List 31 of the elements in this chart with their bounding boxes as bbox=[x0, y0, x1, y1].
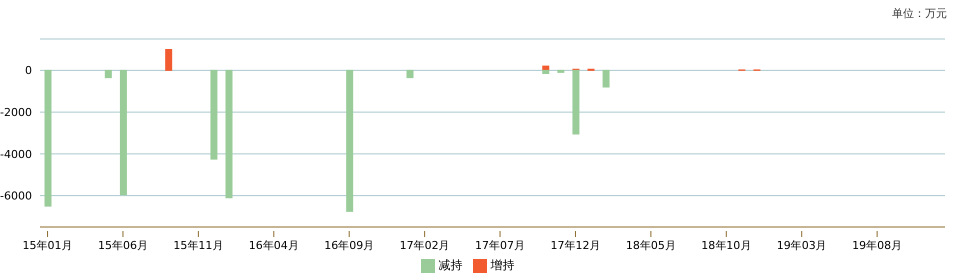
bar bbox=[165, 48, 172, 71]
x-tick-label: 17年02月 bbox=[400, 239, 450, 252]
bar bbox=[542, 70, 550, 74]
x-tick-label: 17年07月 bbox=[475, 239, 526, 252]
x-tick-label: 19年08月 bbox=[852, 239, 902, 252]
bar bbox=[44, 70, 52, 207]
bar bbox=[572, 70, 580, 135]
bar bbox=[557, 70, 564, 73]
x-tick-label: 15年11月 bbox=[173, 239, 224, 252]
x-tick-label: 15年06月 bbox=[98, 239, 148, 252]
y-tick-label: -2000 bbox=[0, 106, 32, 120]
bar bbox=[602, 70, 610, 88]
bar bbox=[210, 70, 218, 160]
legend-label: 减持 bbox=[438, 258, 462, 272]
unit-note: 单位：万元 bbox=[892, 6, 947, 21]
legend-label: 增持 bbox=[490, 258, 514, 272]
x-tick-label: 19年03月 bbox=[776, 239, 827, 252]
x-tick-label: 18年10月 bbox=[701, 239, 752, 252]
bar bbox=[346, 70, 354, 212]
bar bbox=[226, 70, 232, 198]
bar bbox=[104, 70, 112, 78]
bar bbox=[406, 70, 414, 78]
x-tick-label: 15年01月 bbox=[22, 239, 73, 252]
x-tick-label: 16年09月 bbox=[324, 239, 374, 252]
x-tick-label: 16年04月 bbox=[248, 239, 299, 252]
x-tick-label: 18年05月 bbox=[626, 239, 676, 252]
x-tick-label: 17年12月 bbox=[550, 239, 600, 252]
bar bbox=[120, 70, 127, 196]
y-tick-label: -6000 bbox=[0, 190, 32, 203]
y-tick-label: -4000 bbox=[0, 148, 32, 161]
y-tick-label: 0 bbox=[25, 64, 32, 78]
